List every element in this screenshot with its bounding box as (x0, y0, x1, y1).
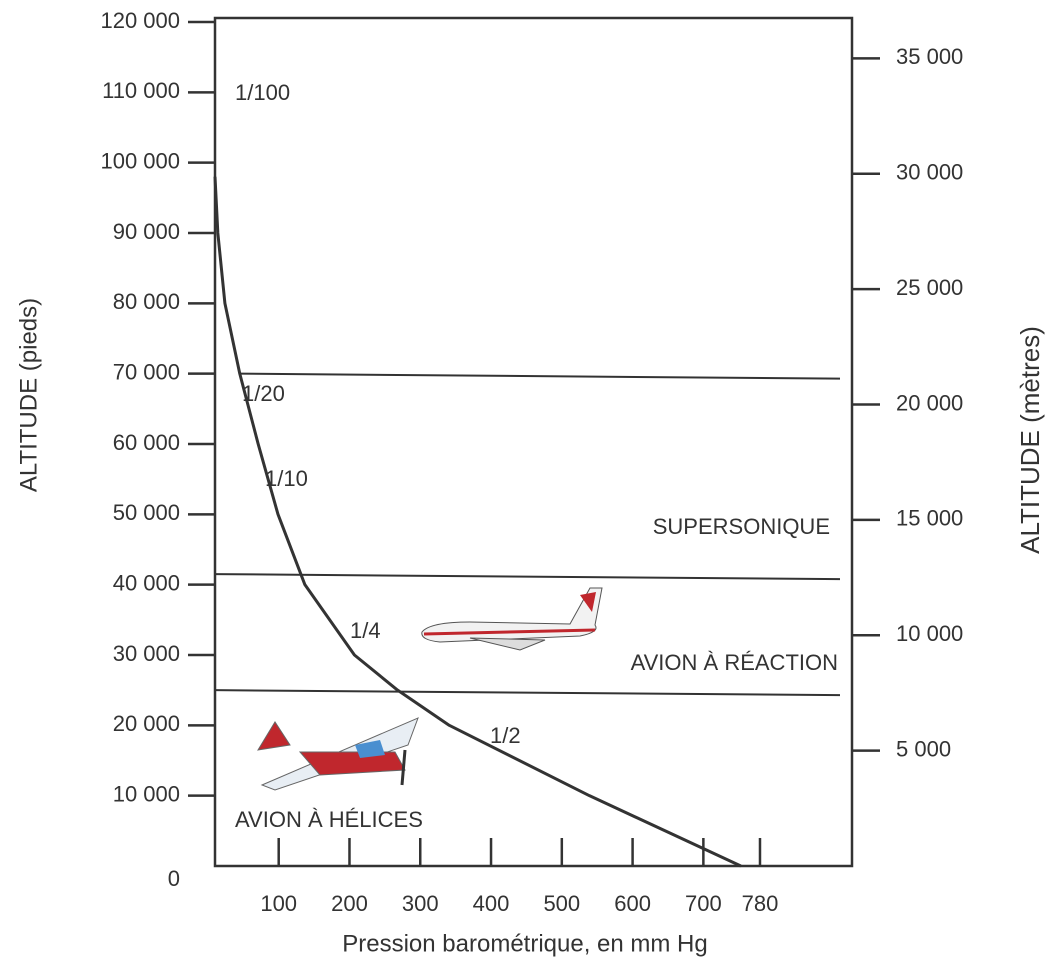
y2-tick-label: 15 000 (896, 506, 963, 531)
pressure-curve (213, 176, 742, 868)
y-tick-label: 100 000 (100, 148, 180, 173)
x-tick-label: 100 (260, 891, 297, 916)
annotation: 1/100 (235, 80, 290, 105)
y-tick-label: 90 000 (113, 219, 180, 244)
x-tick-label: 780 (742, 891, 779, 916)
y-axis-label: ALTITUDE (pieds) (15, 298, 42, 492)
y2-tick-label: 5 000 (896, 736, 951, 761)
x-tick-label: 600 (614, 891, 651, 916)
altitude-boundary (214, 573, 841, 581)
annotation: 1/10 (265, 466, 308, 491)
x-tick-label: 200 (331, 891, 368, 916)
altitude-boundary (214, 689, 841, 697)
y2-tick-label: 10 000 (896, 621, 963, 646)
altitude-boundary (239, 372, 841, 380)
annotation: SUPERSONIQUE (653, 514, 830, 539)
annotation: AVION À HÉLICES (235, 807, 423, 832)
y-tick-label: 70 000 (113, 359, 180, 384)
x-tick-label: 400 (473, 891, 510, 916)
annotation: 1/20 (242, 381, 285, 406)
y-tick-label: 40 000 (113, 570, 180, 595)
annotation: 1/2 (490, 723, 521, 748)
y-tick-label: 50 000 (113, 500, 180, 525)
plot-frame (213, 16, 854, 868)
y2-tick-label: 35 000 (896, 44, 963, 69)
y-tick-label: 0 (168, 866, 180, 891)
annotation: 1/4 (350, 618, 381, 643)
jet-plane (421, 587, 603, 651)
y-tick-label: 20 000 (113, 711, 180, 736)
x-tick-label: 300 (402, 891, 439, 916)
y2-tick-label: 30 000 (896, 160, 963, 185)
y-tick-label: 30 000 (113, 641, 180, 666)
y2-tick-label: 20 000 (896, 390, 963, 415)
y-tick-label: 110 000 (102, 78, 180, 103)
x-axis-label: Pression barométrique, en mm Hg (342, 930, 707, 957)
x-tick-label: 500 (543, 891, 580, 916)
y-tick-label: 80 000 (113, 289, 180, 314)
y2-tick-label: 25 000 (896, 275, 963, 300)
x-tick-label: 700 (685, 891, 722, 916)
y-tick-label: 10 000 (113, 781, 180, 806)
y-tick-label: 60 000 (113, 430, 180, 455)
y2-axis-label: ALTITUDE (mètres) (1015, 326, 1045, 554)
annotation: AVION À RÉACTION (631, 650, 838, 675)
propeller-plane (257, 717, 419, 791)
y-tick-label: 120 000 (100, 8, 180, 33)
